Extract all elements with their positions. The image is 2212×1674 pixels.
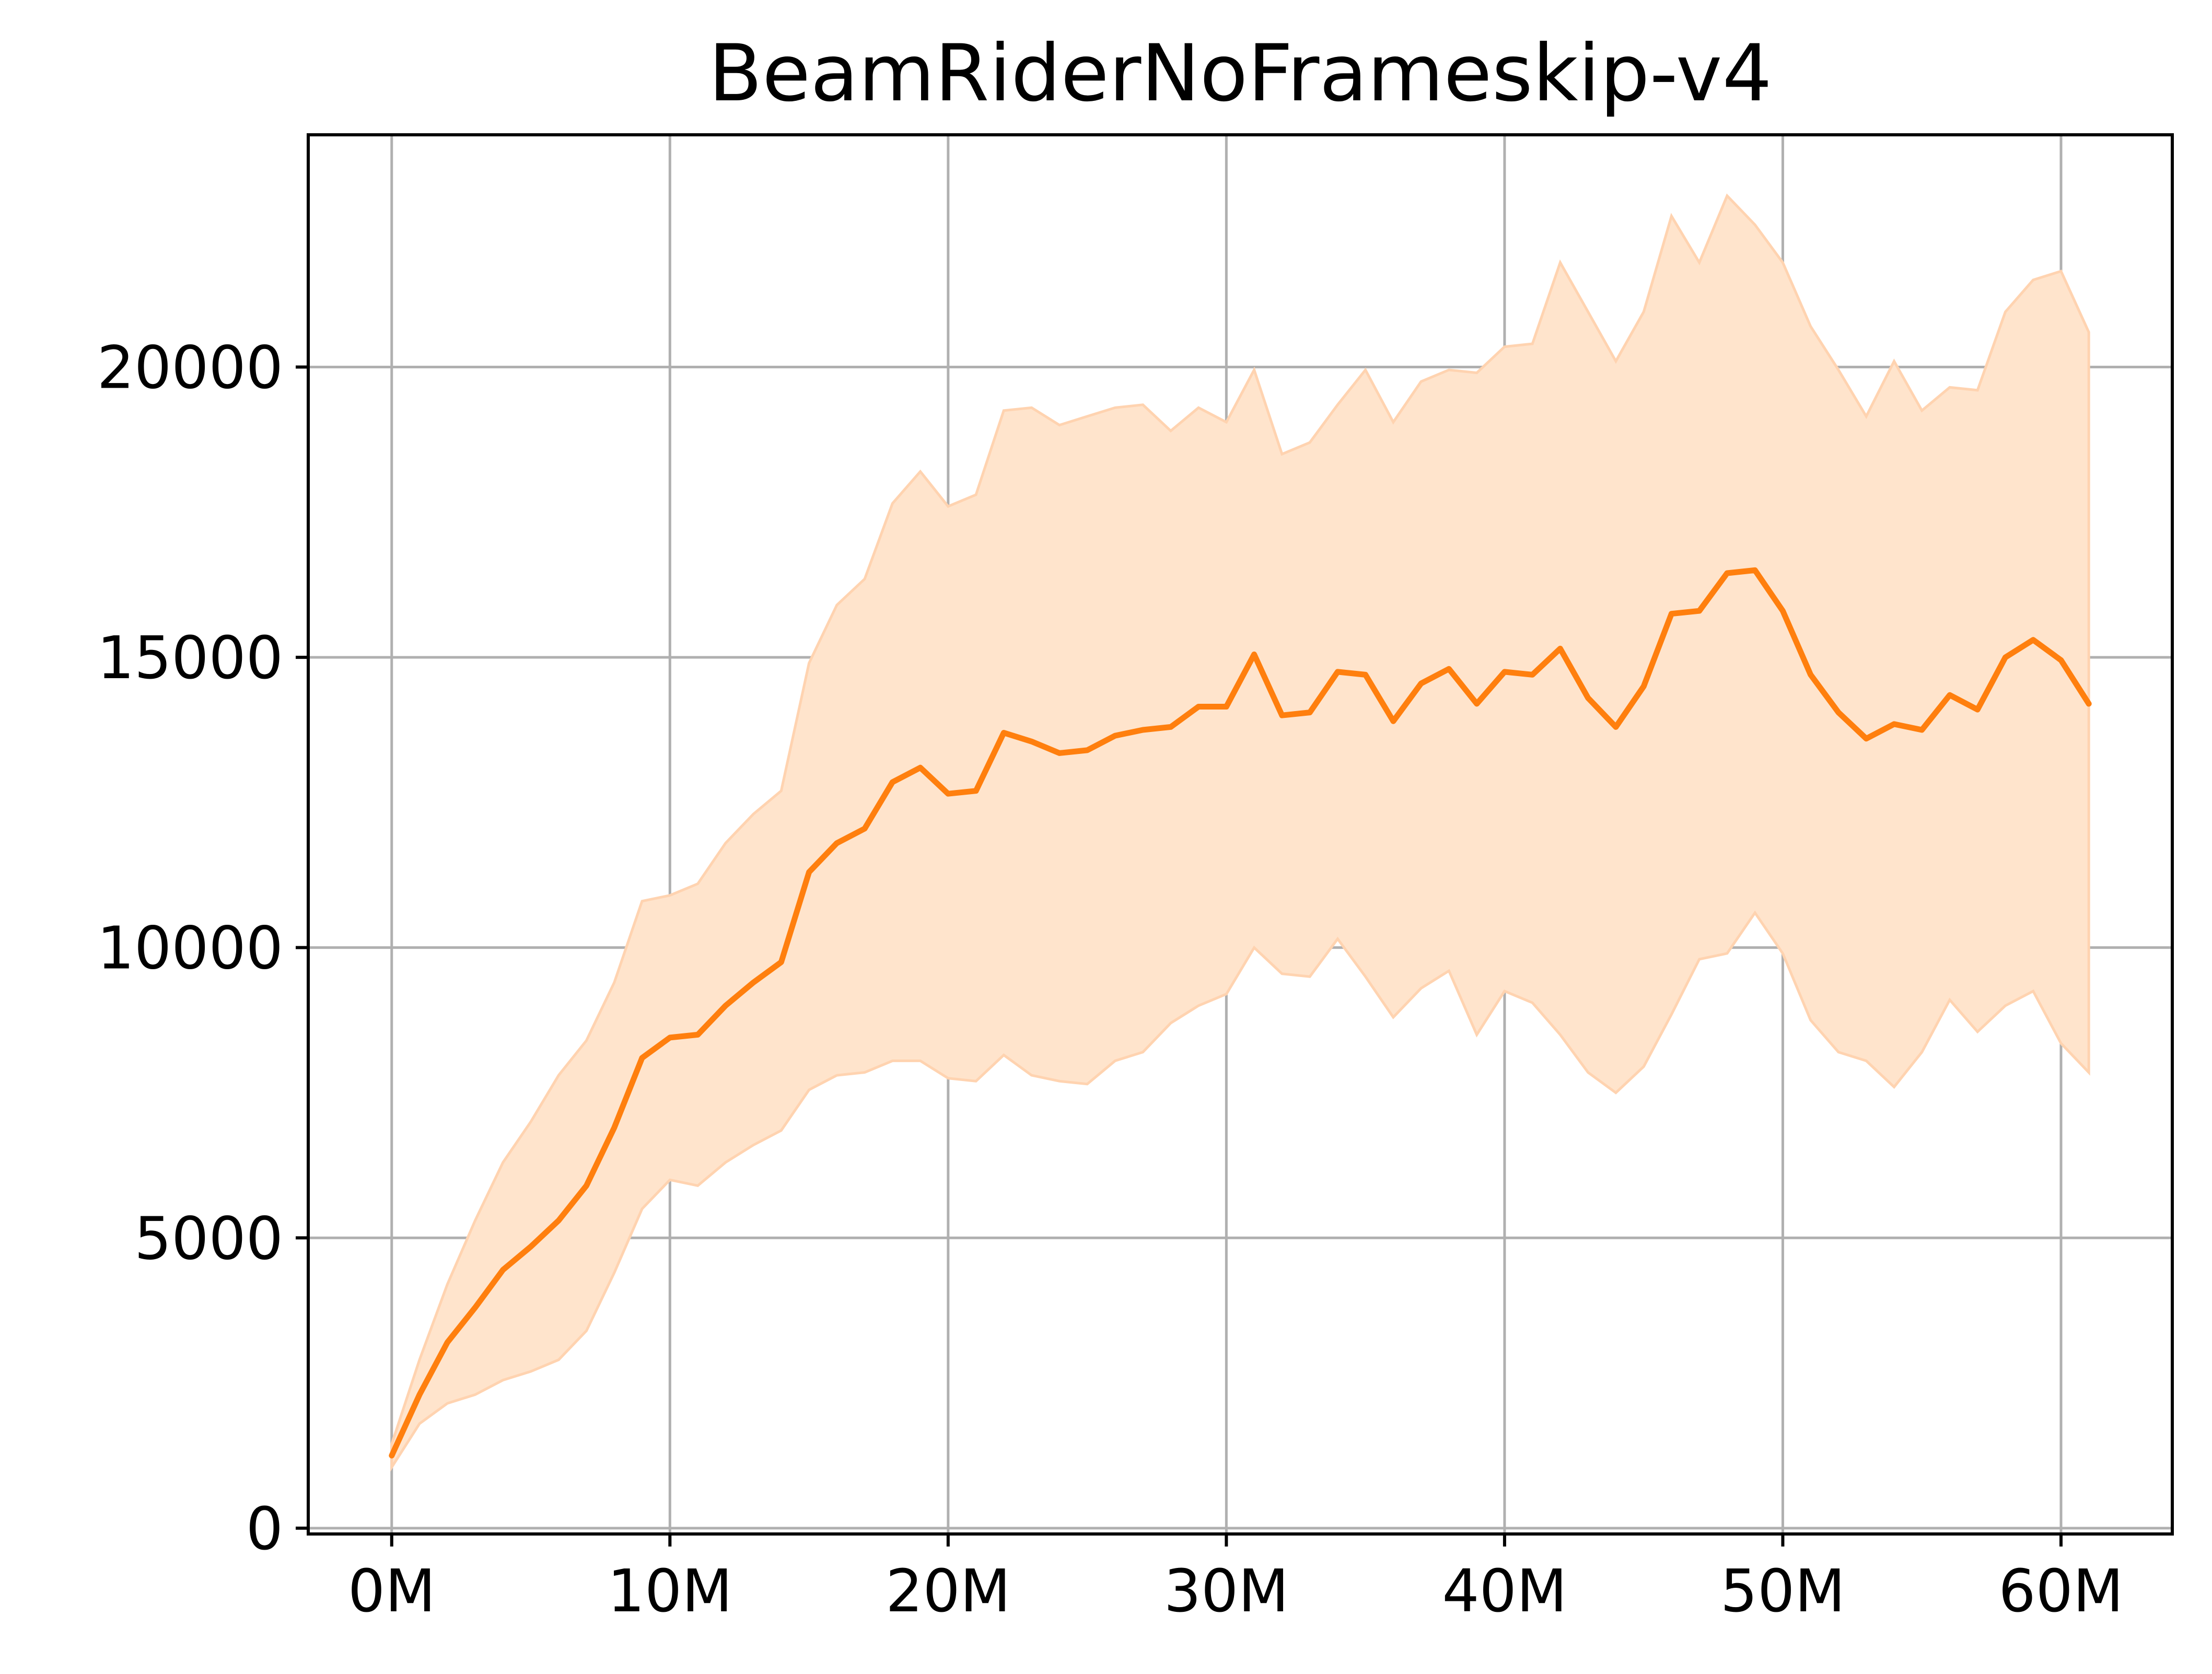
data-point <box>947 793 949 795</box>
data-point <box>1420 682 1423 685</box>
data-point <box>864 827 866 830</box>
data-point <box>2032 638 2034 641</box>
data-point <box>752 981 755 984</box>
data-point <box>1837 711 1840 714</box>
data-point <box>1169 726 1172 728</box>
y-tick-label: 5000 <box>134 1205 283 1273</box>
data-point <box>780 961 783 963</box>
data-point <box>1531 673 1534 676</box>
data-point <box>1559 647 1562 650</box>
data-point <box>2004 656 2007 659</box>
y-tick-label: 15000 <box>97 624 283 692</box>
data-point <box>1475 703 1478 705</box>
x-tick-label: 20M <box>886 1557 1010 1625</box>
data-point <box>1336 670 1339 673</box>
data-point <box>1726 572 1728 574</box>
data-point <box>1920 729 1923 731</box>
series-line-layer <box>389 567 2092 1459</box>
x-tick-label: 30M <box>1164 1557 1289 1625</box>
data-point <box>1197 705 1200 708</box>
data-point <box>641 1056 643 1059</box>
data-point <box>502 1269 504 1271</box>
data-point <box>1086 749 1089 751</box>
data-point <box>1782 610 1784 612</box>
data-point <box>1754 569 1756 572</box>
data-point <box>808 871 810 874</box>
data-point <box>1614 726 1617 728</box>
y-axis: 0 5000 10000 15000 20000 <box>97 334 308 1563</box>
data-point <box>696 1033 699 1036</box>
data-point <box>1643 685 1645 688</box>
data-point <box>530 1246 532 1248</box>
data-point <box>1280 714 1283 717</box>
data-point <box>2088 703 2090 705</box>
data-point <box>1142 729 1144 731</box>
series-line <box>389 567 2092 1459</box>
data-point <box>474 1306 476 1309</box>
data-point <box>1949 694 1951 696</box>
confidence-band-layer <box>390 193 2090 1472</box>
data-point <box>2060 659 2062 661</box>
data-point <box>975 789 977 792</box>
x-tick-label: 50M <box>1720 1557 1845 1625</box>
data-point <box>669 1036 671 1039</box>
data-point <box>418 1393 421 1396</box>
data-point <box>585 1184 588 1187</box>
data-point <box>1698 610 1701 612</box>
y-tick-label: 0 <box>246 1495 283 1563</box>
data-point <box>724 1004 727 1007</box>
data-point <box>613 1126 615 1129</box>
data-point <box>891 781 894 783</box>
data-point <box>1253 653 1255 656</box>
data-point <box>1030 740 1033 743</box>
data-point <box>446 1341 449 1344</box>
y-tick-label: 20000 <box>97 334 283 402</box>
data-point <box>1503 670 1506 673</box>
data-point <box>1114 735 1116 737</box>
data-point <box>835 842 838 844</box>
data-point <box>1976 708 1979 711</box>
x-tick-label: 0M <box>348 1557 436 1625</box>
data-point <box>1893 723 1895 725</box>
data-point <box>1364 673 1367 676</box>
data-point <box>1392 720 1394 723</box>
plot-frame <box>307 133 2174 1536</box>
data-point <box>1865 737 1868 740</box>
confidence-band <box>390 193 2090 1472</box>
x-tick-label: 60M <box>1998 1557 2123 1625</box>
data-point <box>1670 612 1673 615</box>
data-point <box>390 1455 393 1457</box>
data-point <box>557 1219 560 1222</box>
data-point <box>1587 696 1589 699</box>
data-point <box>919 766 922 769</box>
data-point <box>1809 673 1812 676</box>
chart-title: BeamRiderNoFrameskip-v4 <box>708 28 1772 119</box>
y-tick-label: 10000 <box>97 915 283 983</box>
data-point <box>1058 752 1061 754</box>
x-tick-label: 10M <box>608 1557 732 1625</box>
data-point <box>1448 668 1450 670</box>
data-point <box>1003 731 1005 734</box>
data-point <box>1309 711 1311 714</box>
x-axis: 0M 10M 20M 30M 40M 50M 60M <box>348 1534 2124 1625</box>
x-tick-label: 40M <box>1442 1557 1567 1625</box>
data-point <box>1225 705 1228 708</box>
